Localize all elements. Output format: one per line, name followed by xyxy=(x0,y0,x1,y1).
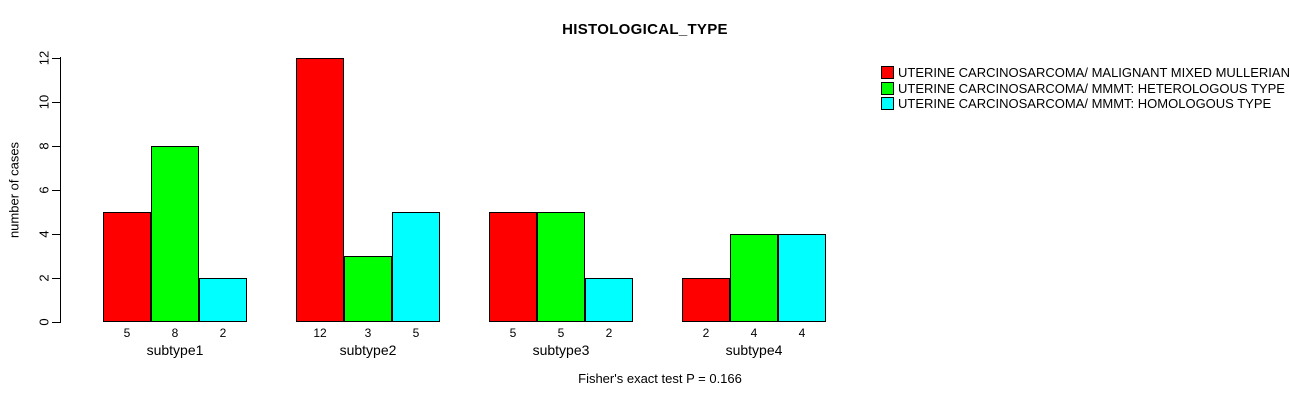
y-tick xyxy=(52,102,60,103)
bar xyxy=(778,234,826,322)
bar xyxy=(199,278,247,322)
bar xyxy=(392,212,440,322)
y-tick-label: 2 xyxy=(36,274,52,282)
y-tick-label: 4 xyxy=(36,230,52,238)
legend-label: UTERINE CARCINOSARCOMA/ MMMT: HOMOLOGOUS… xyxy=(898,96,1272,111)
y-tick xyxy=(52,146,60,147)
x-category-label: subtype4 xyxy=(725,342,783,358)
bar xyxy=(489,212,537,322)
legend-label: UTERINE CARCINOSARCOMA/ MALIGNANT MIXED … xyxy=(898,65,1290,80)
bar xyxy=(344,256,392,322)
bar-value-label: 2 xyxy=(702,326,710,340)
bar xyxy=(537,212,585,322)
y-tick-label: 6 xyxy=(36,186,52,194)
bar-value-label: 5 xyxy=(509,326,517,340)
bar-value-label: 5 xyxy=(557,326,565,340)
bar xyxy=(730,234,778,322)
bar xyxy=(296,58,344,322)
y-tick-label: 12 xyxy=(36,50,52,66)
legend-swatch xyxy=(881,97,894,110)
bar-value-label: 12 xyxy=(313,326,327,340)
bar xyxy=(103,212,151,322)
chart-title: HISTOLOGICAL_TYPE xyxy=(562,21,728,38)
y-axis-label: number of cases xyxy=(6,141,22,239)
y-tick xyxy=(52,322,60,323)
bar xyxy=(682,278,730,322)
y-tick-label: 0 xyxy=(36,318,52,326)
y-axis-line xyxy=(60,57,61,323)
bar-value-label: 2 xyxy=(219,326,227,340)
legend-swatch xyxy=(881,81,894,95)
x-category-label: subtype3 xyxy=(532,342,590,358)
bar-value-label: 8 xyxy=(171,326,179,340)
legend-label: UTERINE CARCINOSARCOMA/ MMMT: HETEROLOGO… xyxy=(898,80,1285,96)
y-tick-label: 8 xyxy=(36,142,52,150)
y-tick-label: 10 xyxy=(36,94,52,110)
bar-value-label: 2 xyxy=(605,326,613,340)
bar-value-label: 3 xyxy=(364,326,372,340)
bar-value-label: 5 xyxy=(123,326,131,340)
x-category-label: subtype2 xyxy=(339,342,397,358)
y-tick xyxy=(52,234,60,235)
footnote: Fisher's exact test P = 0.166 xyxy=(578,371,742,386)
legend-swatch xyxy=(881,66,894,79)
bar-value-label: 4 xyxy=(798,326,806,340)
bar-value-label: 5 xyxy=(412,326,420,340)
bar-value-label: 4 xyxy=(750,326,758,340)
y-tick xyxy=(52,58,60,59)
y-tick xyxy=(52,190,60,191)
y-tick xyxy=(52,278,60,279)
bar xyxy=(151,146,199,322)
x-category-label: subtype1 xyxy=(146,342,204,358)
bar xyxy=(585,278,633,322)
